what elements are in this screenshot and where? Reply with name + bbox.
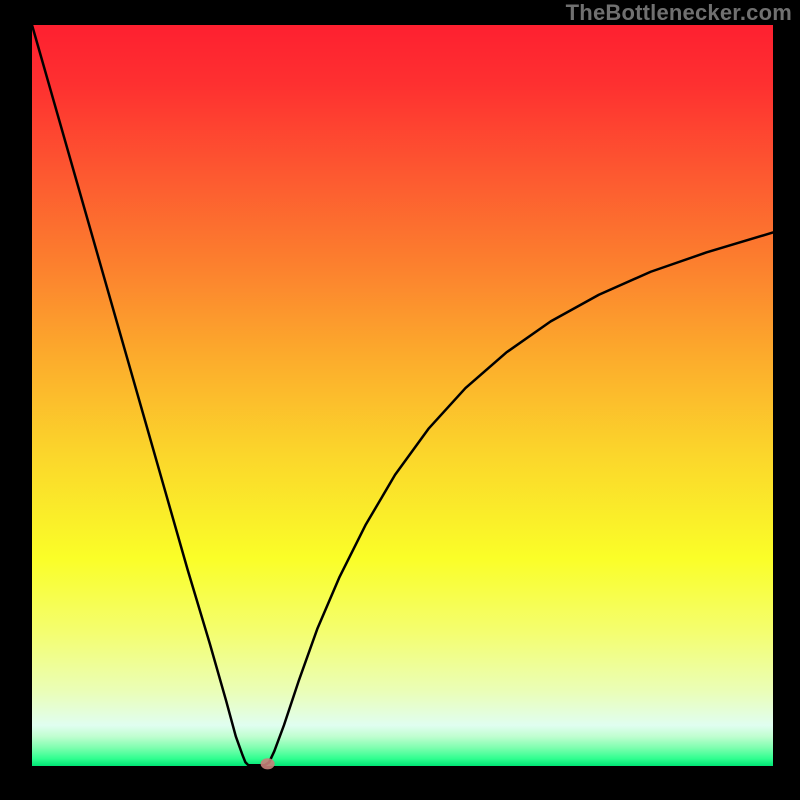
chart-plot-background [32,25,773,766]
watermark-text: TheBottlenecker.com [566,0,792,26]
bottleneck-chart [0,0,800,800]
optimal-point-marker [261,758,275,769]
